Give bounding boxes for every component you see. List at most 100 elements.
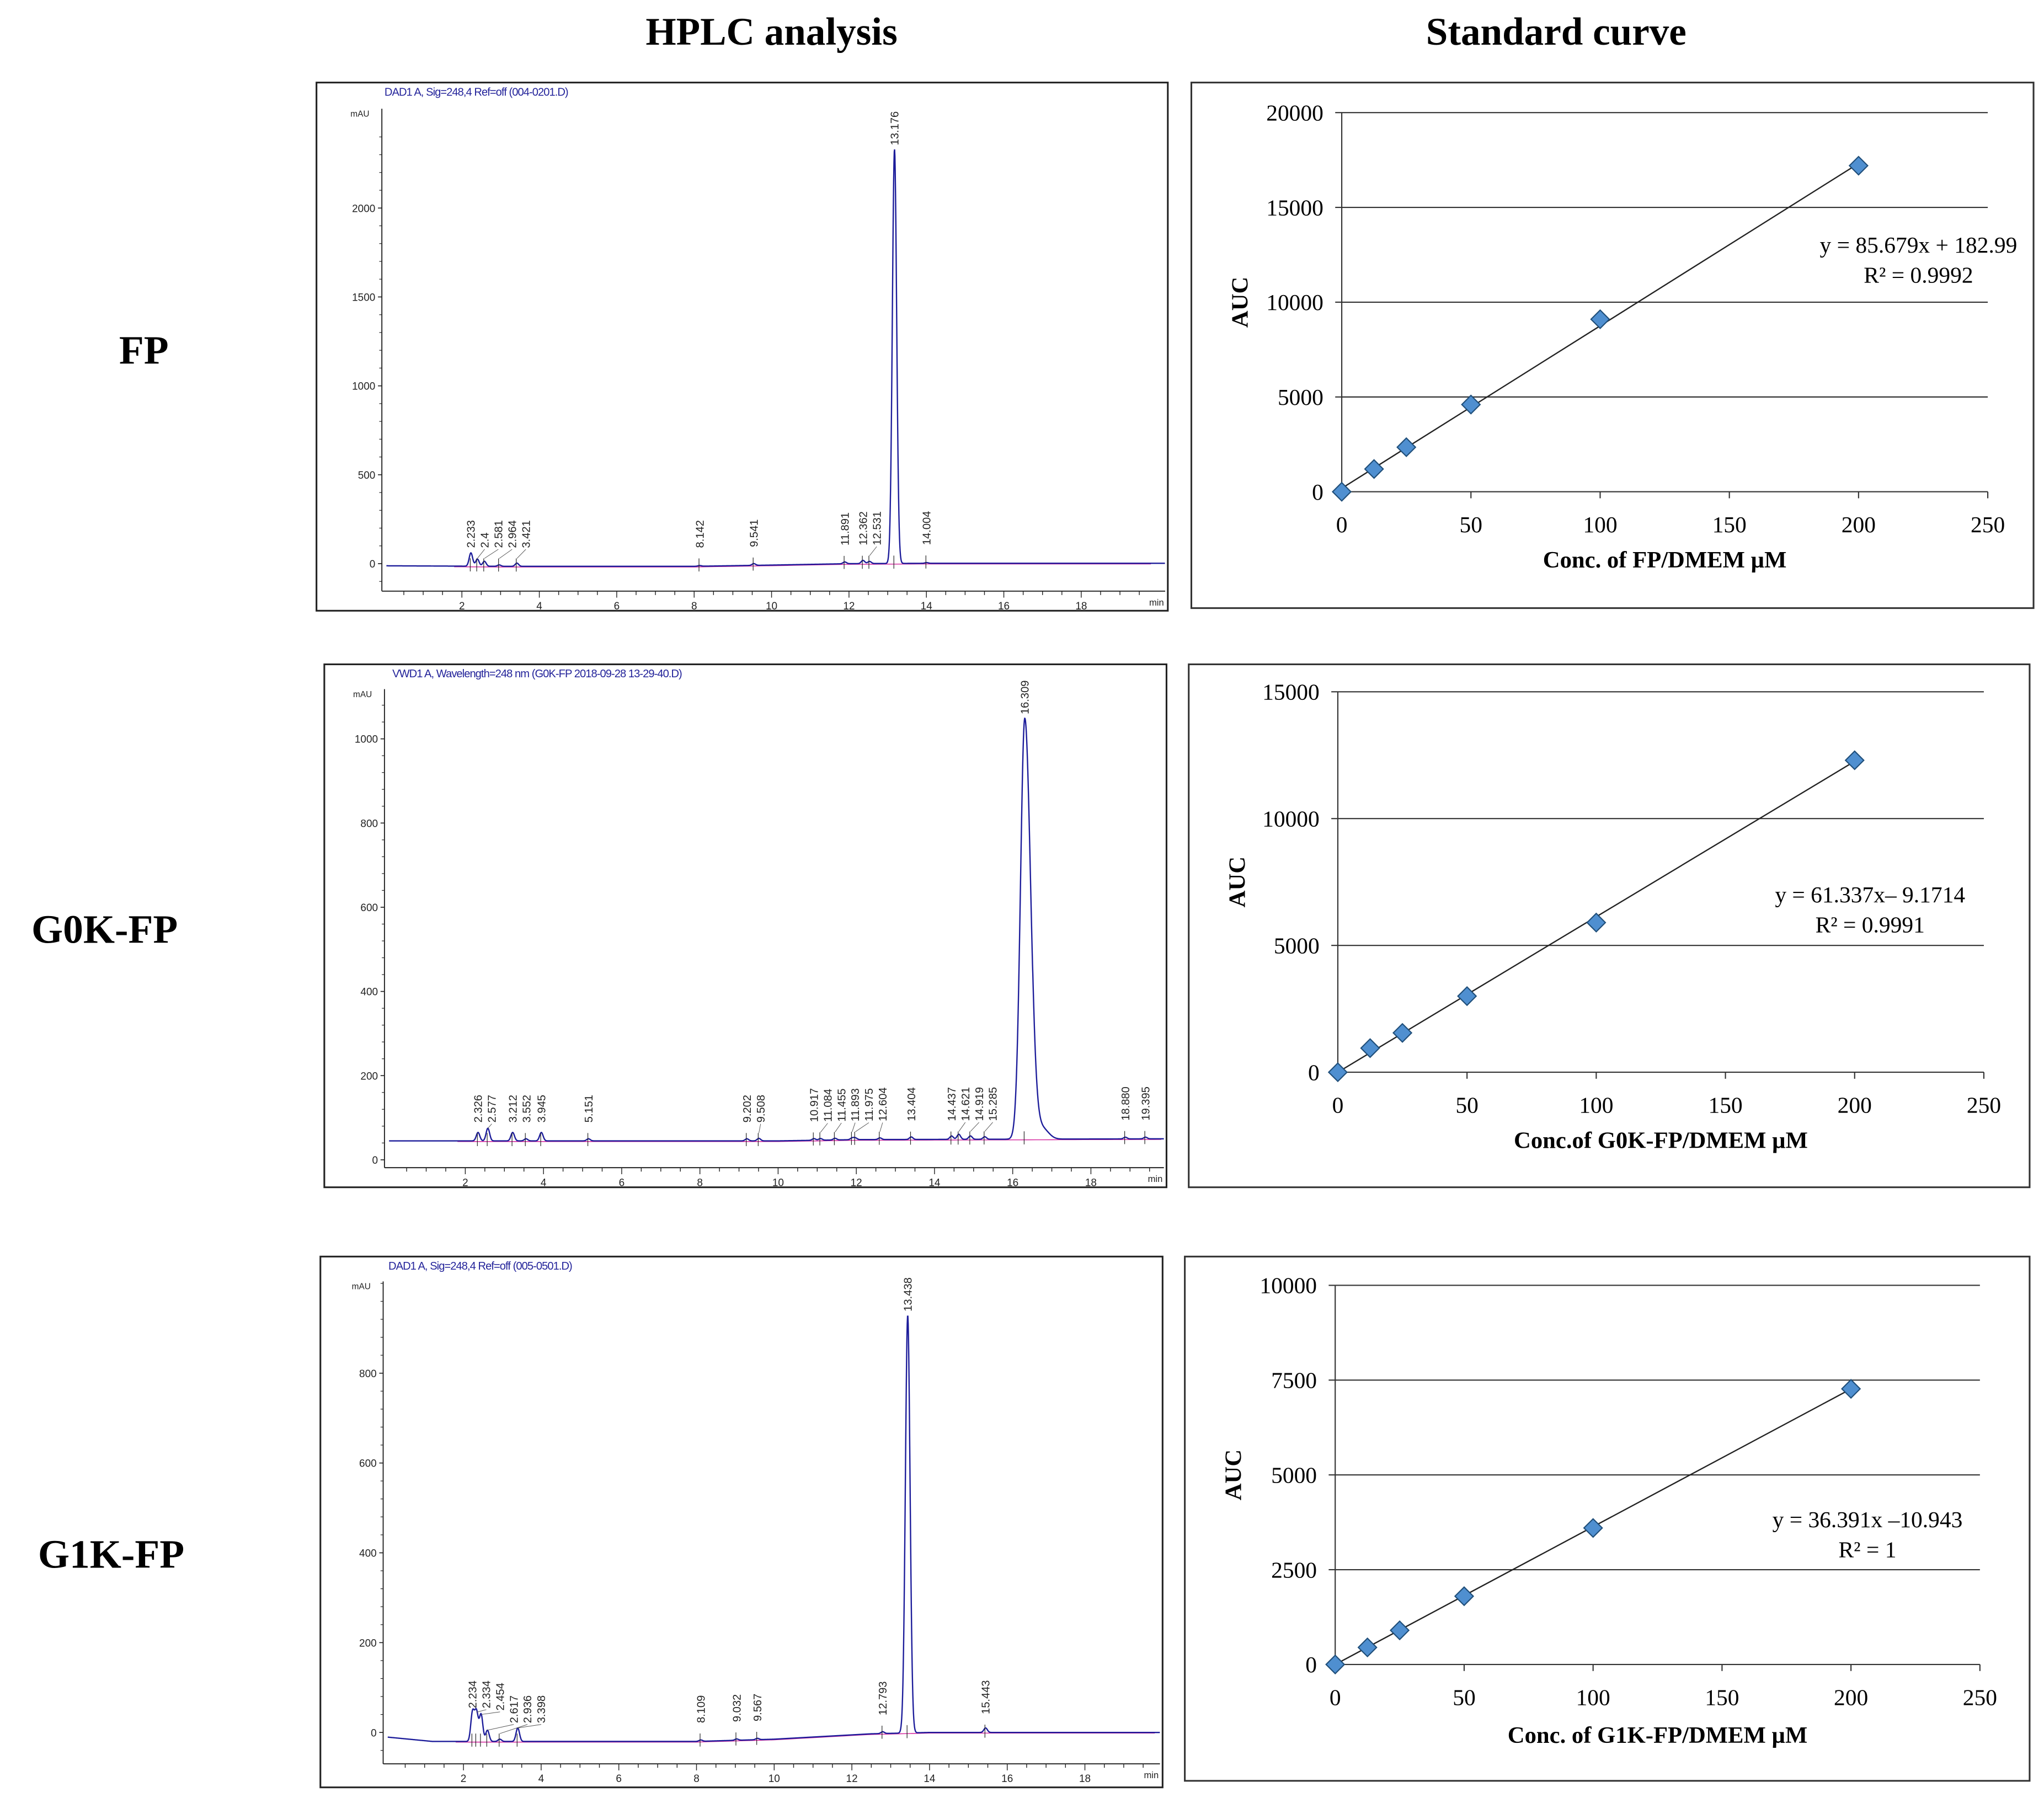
peak-label: 12.793 xyxy=(877,1681,889,1715)
peak-label-leader xyxy=(487,1724,514,1731)
trendline-equation: y = 85.679x + 182.99 xyxy=(1820,232,2018,258)
row-label-fp: FP xyxy=(119,328,169,372)
y-tick-label: 400 xyxy=(359,1548,377,1560)
x-tick-label: 200 xyxy=(1834,1684,1868,1710)
x-tick-label: 16 xyxy=(1001,1773,1013,1785)
data-point xyxy=(1844,750,1865,770)
y-tick-label: 1500 xyxy=(352,292,375,304)
data-point xyxy=(1360,1038,1380,1058)
peak-label: 14.919 xyxy=(974,1087,986,1121)
y-tick-label: 0 xyxy=(372,1155,378,1166)
chromatogram-title: VWD1 A, Wavelength=248 nm (G0K-FP 2018-0… xyxy=(392,668,682,680)
peak-label: 3.421 xyxy=(520,520,532,548)
x-tick-label: 10 xyxy=(766,601,777,612)
peak-label-leader xyxy=(879,1122,883,1132)
x-tick-label: 50 xyxy=(1460,512,1482,537)
peak-label-leader xyxy=(499,1724,528,1734)
y-tick-label: 10000 xyxy=(1266,290,1323,315)
peak-label: 2.581 xyxy=(493,520,505,548)
y-tick-label: 2500 xyxy=(1271,1557,1317,1582)
peak-label: 12.531 xyxy=(871,511,883,545)
r-squared: R² = 0.9992 xyxy=(1864,262,1973,287)
x-tick-label: 8 xyxy=(697,1177,703,1189)
trendline-equation: y = 61.337x– 9.1714 xyxy=(1775,882,1965,907)
chart-frame xyxy=(316,82,1169,612)
y-axis-unit: mAU xyxy=(352,1282,371,1292)
row-label-g1k-fp: G1K-FP xyxy=(38,1532,184,1576)
y-tick-label: 1000 xyxy=(352,381,375,393)
peak-label: 15.443 xyxy=(980,1680,992,1714)
data-point xyxy=(1392,1023,1413,1043)
x-tick-label: 12 xyxy=(846,1773,858,1785)
chart-frame xyxy=(1188,663,2031,1189)
x-tick-label: 150 xyxy=(1705,1684,1739,1710)
y-tick-label: 400 xyxy=(360,987,378,998)
chart-frame xyxy=(319,1255,1164,1789)
peak-label-leader xyxy=(869,546,877,556)
data-point xyxy=(1454,1586,1475,1607)
data-point xyxy=(1461,394,1481,415)
chart-frame xyxy=(323,663,1167,1189)
row-label-g0k-fp: G0K-FP xyxy=(31,907,178,951)
data-point xyxy=(1848,156,1869,176)
peak-label-leader xyxy=(499,549,513,559)
peak-label: 16.309 xyxy=(1020,680,1032,714)
peak-label-leader xyxy=(516,549,526,559)
peak-label: 13.404 xyxy=(906,1087,918,1121)
data-point xyxy=(1389,1620,1410,1641)
peak-label-leader xyxy=(970,1122,980,1132)
hplc-chromatogram-2: VWD1 A, Wavelength=248 nm (G0K-FP 2018-0… xyxy=(323,663,1167,1189)
data-point xyxy=(1586,912,1607,933)
y-axis-unit: mAU xyxy=(350,109,369,119)
peak-label-leader xyxy=(487,1123,492,1128)
y-tick-label: 5000 xyxy=(1278,384,1323,410)
x-tick-label: 100 xyxy=(1576,1684,1610,1710)
data-point xyxy=(1331,481,1352,502)
x-tick-label: 100 xyxy=(1583,512,1617,537)
x-tick-label: 18 xyxy=(1079,1773,1091,1785)
x-tick-label: 12 xyxy=(851,1177,862,1189)
peak-label: 14.004 xyxy=(921,511,933,545)
peak-label: 2.577 xyxy=(487,1095,499,1122)
data-point xyxy=(1583,1518,1603,1538)
peak-label: 11.891 xyxy=(839,512,851,545)
peak-label: 18.880 xyxy=(1120,1087,1132,1121)
x-tick-label: 4 xyxy=(541,1177,547,1189)
chart-frame xyxy=(1190,82,2035,609)
x-tick-label: 14 xyxy=(928,1177,940,1189)
x-tick-label: 14 xyxy=(921,601,932,612)
x-tick-label: 250 xyxy=(1963,1684,1997,1710)
peak-label-leader xyxy=(477,549,485,559)
peak-label-leader xyxy=(476,1709,487,1713)
y-tick-label: 800 xyxy=(360,818,378,830)
y-tick-label: 15000 xyxy=(1262,679,1320,705)
peak-label: 13.176 xyxy=(889,111,901,146)
y-tick-label: 2000 xyxy=(352,203,375,215)
x-tick-label: 4 xyxy=(536,601,542,612)
header-hplc: HPLC analysis xyxy=(645,10,897,53)
x-tick-label: 150 xyxy=(1708,1093,1742,1118)
x-tick-label: 100 xyxy=(1579,1093,1613,1118)
x-tick-label: 8 xyxy=(693,1773,700,1785)
peak-label-leader xyxy=(759,1123,761,1133)
standard-curve-2: 0 5000 10000 15000 0 50 100 150 200 250 AUC Conc.of… xyxy=(1188,663,2031,1189)
peak-label: 9.541 xyxy=(748,520,760,547)
x-axis-unit: min xyxy=(1148,1174,1163,1184)
x-tick-label: 150 xyxy=(1712,512,1747,537)
peak-label-leader xyxy=(517,1724,542,1729)
x-tick-label: 250 xyxy=(1971,512,2005,537)
y-tick-label: 600 xyxy=(360,902,378,914)
x-axis-unit: min xyxy=(1149,597,1164,608)
peak-label: 12.362 xyxy=(857,511,869,545)
x-tick-label: 6 xyxy=(614,601,620,612)
chromatogram-title: DAD1 A, Sig=248,4 Ref=off (005-0501.D) xyxy=(388,1260,572,1272)
header-standard-curve: Standard curve xyxy=(1426,10,1687,53)
x-tick-label: 18 xyxy=(1085,1177,1097,1189)
peak-label: 2.617 xyxy=(508,1695,520,1723)
peak-label: 2.4 xyxy=(479,532,492,548)
y-tick-label: 15000 xyxy=(1266,195,1323,220)
standard-curve-3: 0 2500 5000 7500 10000 0 50 100 150 200 250 AUC Conc… xyxy=(1184,1255,2031,1782)
data-point xyxy=(1327,1062,1348,1083)
y-tick-label: 0 xyxy=(1305,1652,1317,1677)
